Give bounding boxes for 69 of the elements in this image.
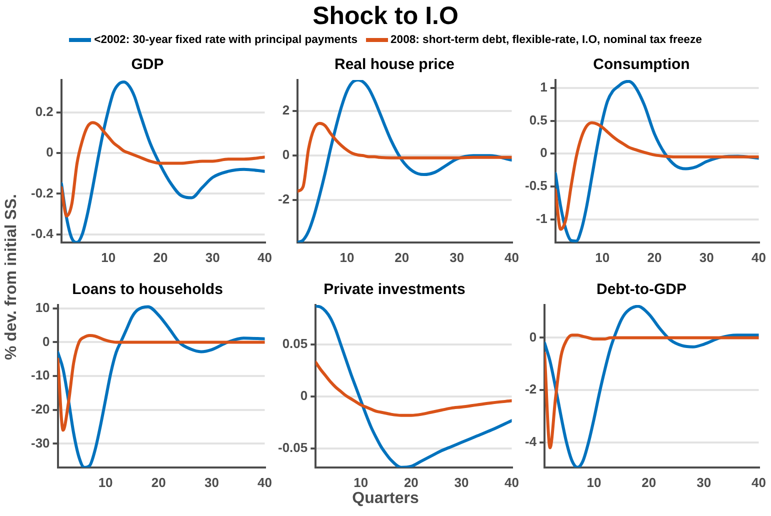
y-tick-label: 0 [300, 388, 308, 404]
x-tick-label: 40 [258, 250, 272, 265]
line-series [316, 305, 512, 468]
chart-title: GDP [131, 56, 164, 74]
y-tick-label: -2 [278, 192, 290, 207]
x-tick-label: 30 [699, 250, 714, 265]
x-tick-label: 10 [340, 250, 354, 265]
x-tick-label: 20 [153, 250, 168, 265]
line-series [316, 360, 512, 417]
x-tick-label: 10 [354, 474, 368, 490]
y-tick-label: -30 [30, 435, 50, 450]
text: Shock to I.O [312, 2, 460, 31]
y-tick-label: -0.2 [30, 185, 54, 200]
x-tick-label: 40 [258, 474, 272, 490]
x-tick-label: 30 [454, 474, 469, 490]
x-tick-label: 20 [647, 250, 662, 265]
chart-title: Consumption [593, 56, 690, 74]
x-tick-label: 40 [504, 474, 520, 490]
x-tick-label: 20 [404, 474, 418, 490]
x-tick-label: 10 [586, 474, 602, 490]
line-series [61, 121, 265, 218]
x-tick-label: 10 [98, 474, 113, 490]
line-series [555, 121, 759, 231]
y-tick-label: 0.2 [35, 104, 54, 120]
line-series [544, 305, 759, 468]
x-tick-label: 40 [504, 250, 520, 265]
y-tick-label: -4 [524, 434, 538, 450]
line-series [58, 305, 265, 468]
y-tick-label: -0.5 [524, 178, 548, 194]
y-tick-label: 0 [540, 145, 548, 160]
legend-label: 2008: short-term debt, flexible-rate, I.O, nominal tax freeze [390, 34, 702, 46]
line-series [58, 334, 265, 432]
y-tick-label: 0 [46, 144, 54, 160]
chart-title: Real house price [334, 56, 455, 74]
x-tick-label: 40 [752, 250, 766, 265]
x-tick-label: 20 [394, 250, 410, 265]
y-tick-label: 0.5 [529, 112, 548, 128]
x-tick-label: 10 [101, 250, 116, 265]
chart-title: Debt-to-GDP [596, 281, 686, 298]
y-tick-label: -0.05 [278, 440, 308, 456]
y-tick-label: -20 [30, 401, 50, 416]
x-tick-label: 30 [205, 250, 220, 265]
line-series [298, 80, 512, 242]
y-tick-label: -2 [524, 382, 537, 397]
y-tick-label: 1 [540, 79, 548, 94]
y-tick-label: -1 [536, 210, 548, 226]
chart-title: Private investments [324, 281, 466, 298]
y-tick-label: 10 [35, 300, 50, 315]
legend-label: <2002: 30-year fixed rate with principal payments [94, 34, 358, 46]
line-series [61, 80, 265, 242]
y-tick-label: -0.4 [30, 226, 54, 241]
y-tick-label: 0.05 [282, 336, 308, 352]
y-tick-label: 0 [529, 329, 537, 344]
line-series [298, 122, 512, 193]
line-series [544, 334, 759, 450]
x-tick-label: 10 [595, 250, 610, 265]
x-tick-label: 40 [752, 474, 766, 490]
y-tick-label: 2 [282, 102, 290, 118]
x-tick-label: 20 [642, 474, 656, 490]
x-tick-label: 20 [151, 474, 166, 490]
y-tick-label: 0 [42, 334, 50, 349]
x-tick-label: 30 [450, 250, 464, 265]
y-tick-label: 0 [282, 147, 290, 162]
x-tick-label: 30 [696, 474, 712, 490]
y-tick-label: -10 [30, 368, 50, 383]
text: Quarters [351, 490, 420, 508]
x-tick-label: 30 [204, 474, 219, 490]
text: % dev. from initial SS. [3, 193, 21, 362]
chart-title: Loans to households [72, 281, 223, 298]
